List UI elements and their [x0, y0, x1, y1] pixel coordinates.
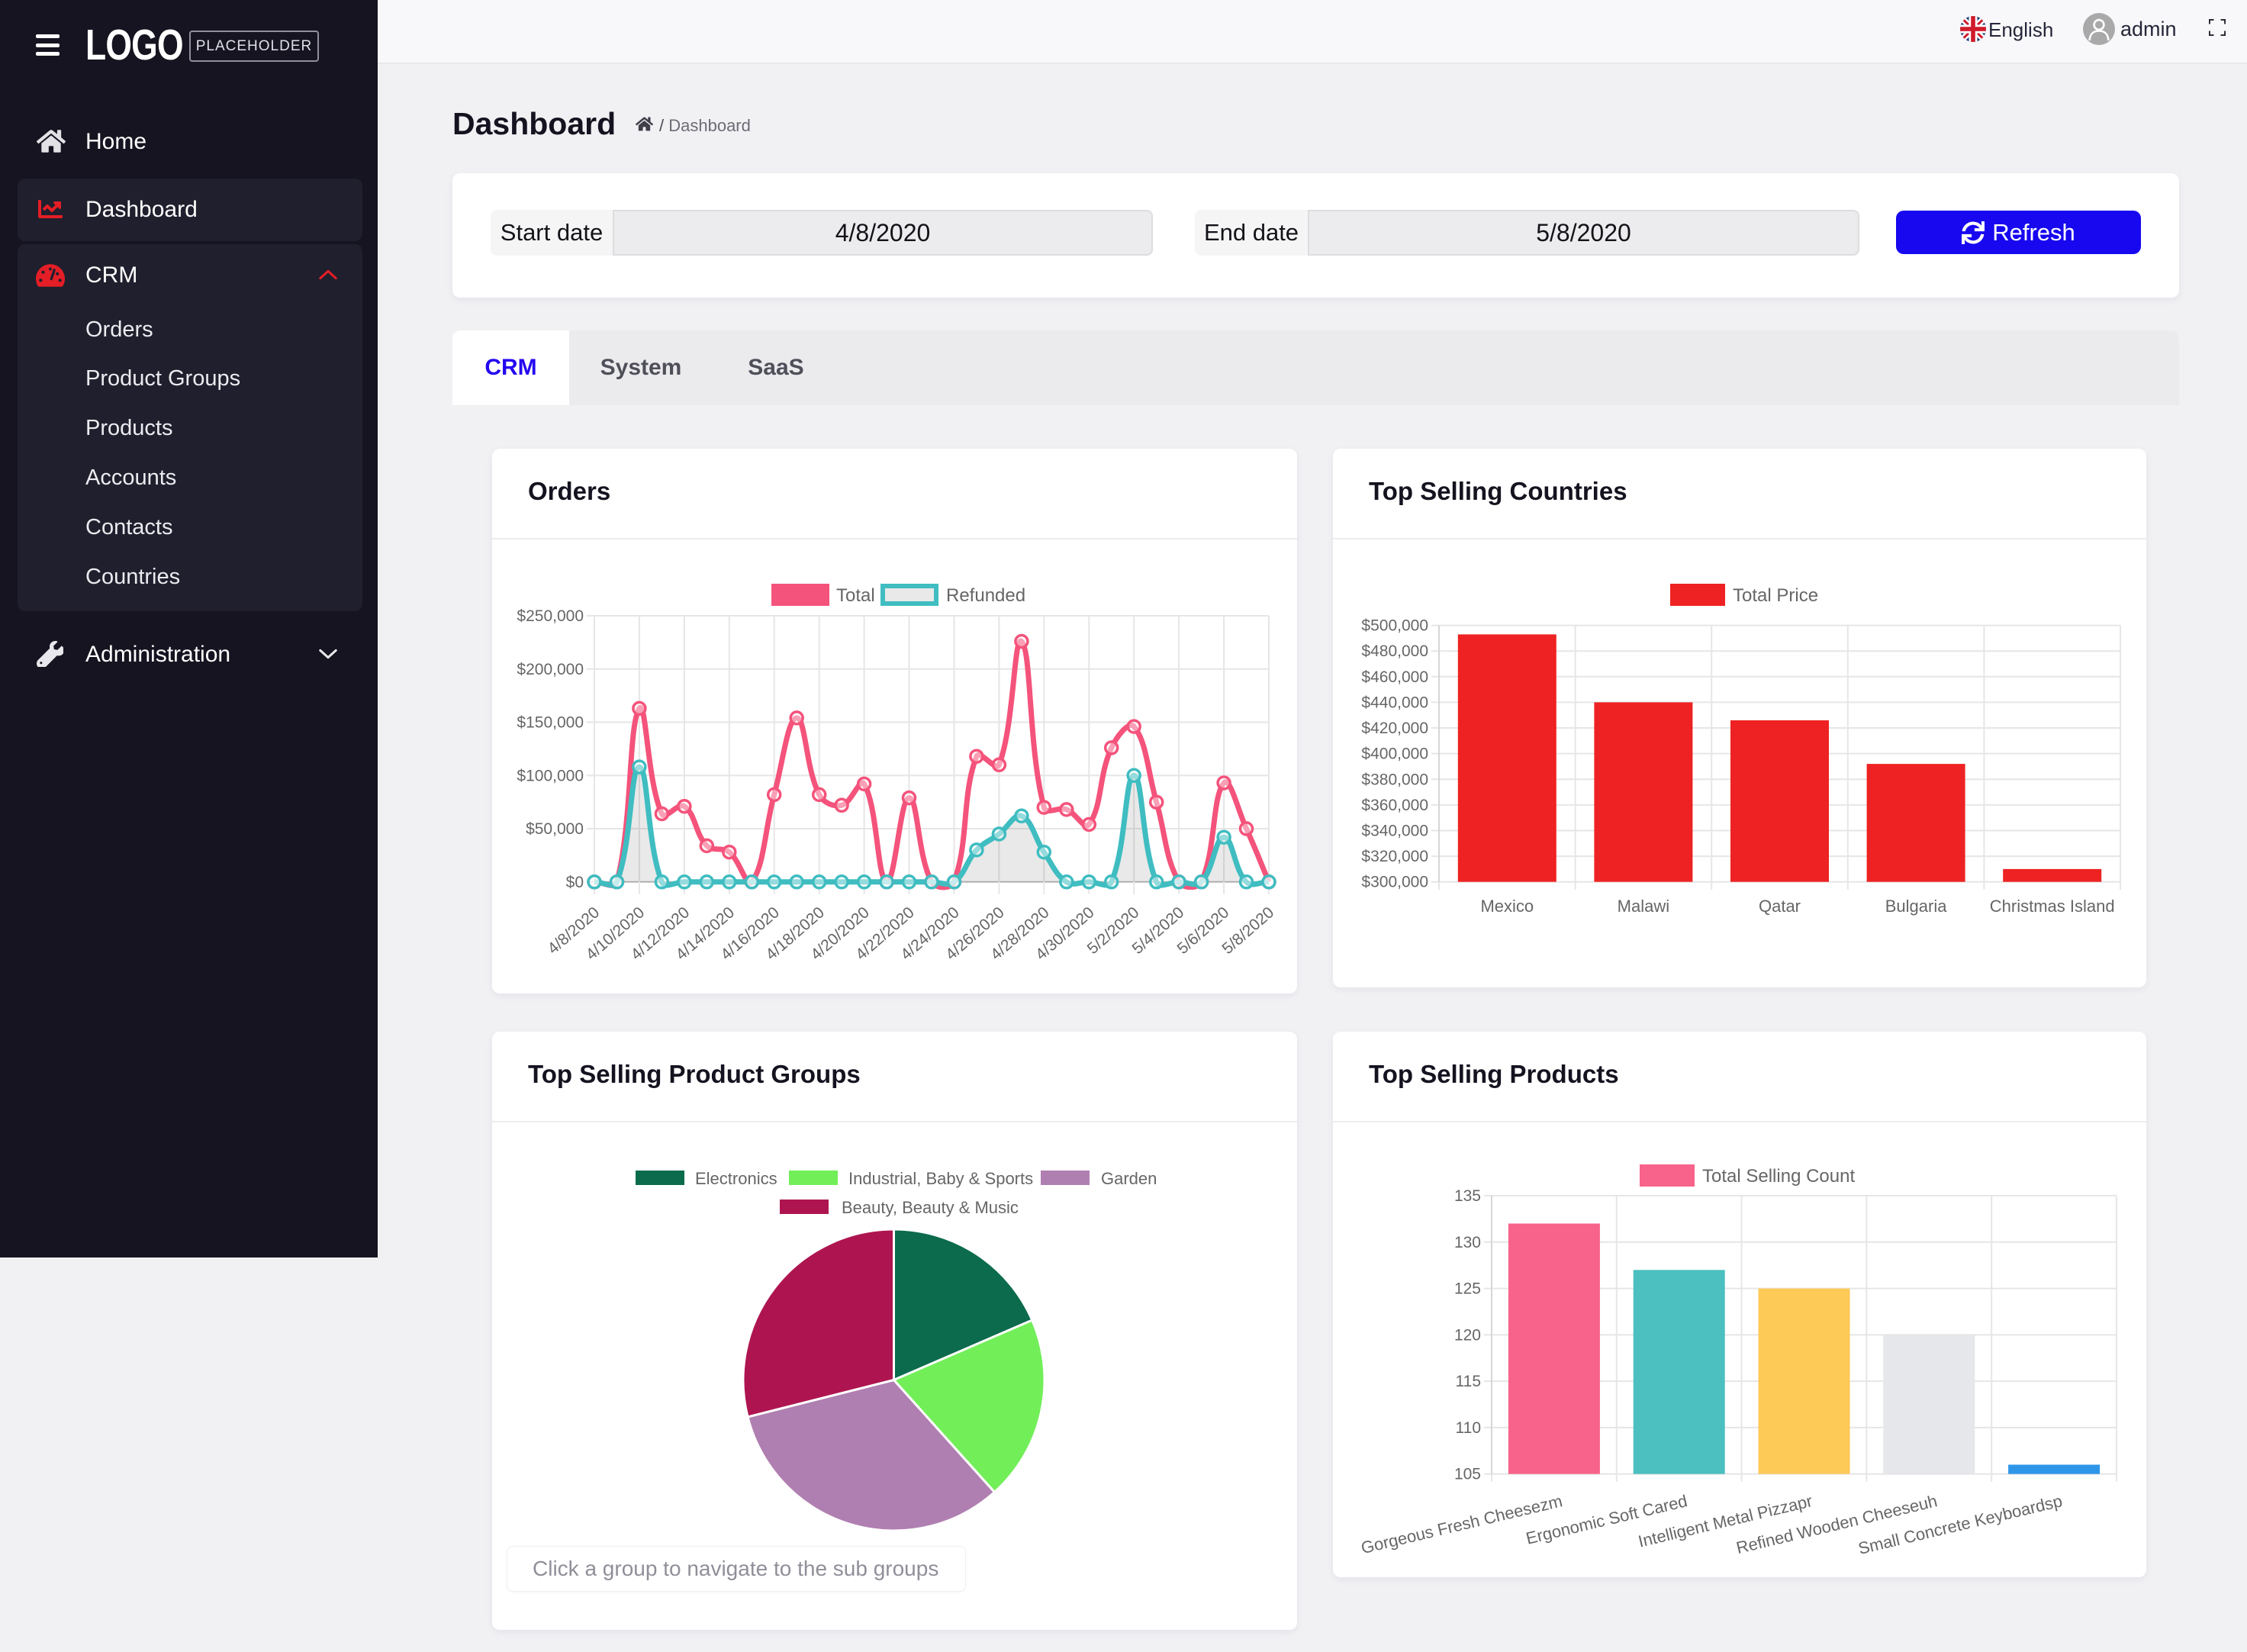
svg-text:$500,000: $500,000	[1361, 617, 1428, 635]
svg-text:135: 135	[1454, 1187, 1481, 1205]
svg-text:115: 115	[1456, 1373, 1481, 1390]
svg-text:$100,000: $100,000	[517, 767, 584, 784]
svg-text:$480,000: $480,000	[1361, 642, 1428, 660]
svg-text:$400,000: $400,000	[1361, 745, 1428, 763]
svg-text:130: 130	[1454, 1234, 1481, 1251]
svg-text:Qatar: Qatar	[1759, 897, 1801, 916]
svg-text:Small Concrete Keyboardsp: Small Concrete Keyboardsp	[1856, 1491, 2064, 1558]
svg-text:Total Selling Count: Total Selling Count	[1702, 1166, 1855, 1187]
svg-text:Industrial, Baby & Sports: Industrial, Baby & Sports	[848, 1169, 1033, 1188]
svg-text:120: 120	[1454, 1326, 1481, 1344]
svg-text:$380,000: $380,000	[1361, 771, 1428, 788]
svg-text:$460,000: $460,000	[1361, 668, 1428, 686]
svg-text:Refunded: Refunded	[946, 585, 1025, 606]
svg-text:Mexico: Mexico	[1480, 897, 1534, 916]
svg-text:Christmas Island: Christmas Island	[1990, 897, 2115, 916]
svg-text:Beauty, Beauty & Music: Beauty, Beauty & Music	[842, 1198, 1019, 1217]
svg-text:$50,000: $50,000	[526, 820, 584, 838]
svg-text:Electronics: Electronics	[695, 1169, 777, 1188]
svg-text:$200,000: $200,000	[517, 661, 584, 678]
svg-text:110: 110	[1456, 1419, 1481, 1437]
svg-text:$250,000: $250,000	[517, 607, 584, 625]
svg-text:Total: Total	[836, 585, 875, 606]
svg-text:Total Price: Total Price	[1733, 585, 1818, 606]
svg-text:$300,000: $300,000	[1361, 874, 1428, 891]
svg-text:Garden: Garden	[1101, 1169, 1157, 1188]
svg-text:$440,000: $440,000	[1361, 694, 1428, 711]
svg-text:125: 125	[1454, 1280, 1481, 1298]
svg-text:$150,000: $150,000	[517, 714, 584, 732]
svg-text:Bulgaria: Bulgaria	[1885, 897, 1947, 916]
svg-text:$320,000: $320,000	[1361, 848, 1428, 865]
svg-text:Malawi: Malawi	[1618, 897, 1669, 916]
svg-text:$360,000: $360,000	[1361, 797, 1428, 814]
svg-text:$340,000: $340,000	[1361, 823, 1428, 840]
svg-text:105: 105	[1454, 1466, 1481, 1483]
svg-text:$420,000: $420,000	[1361, 720, 1428, 737]
svg-text:$0: $0	[566, 874, 584, 891]
svg-text:Gorgeous Fresh Cheesezm: Gorgeous Fresh Cheesezm	[1359, 1491, 1564, 1557]
